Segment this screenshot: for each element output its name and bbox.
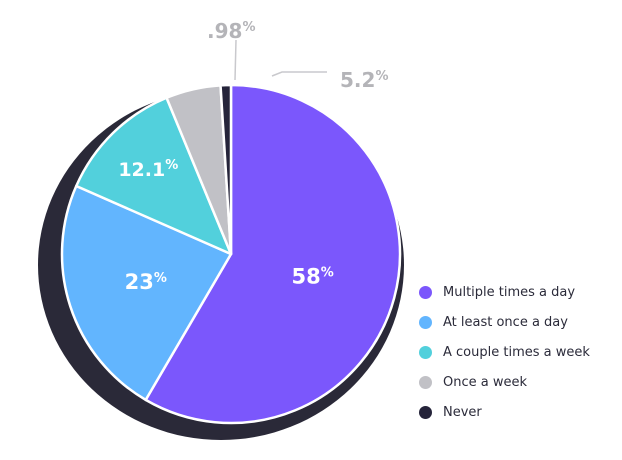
legend-item: Once a week: [419, 367, 590, 397]
legend-swatch-icon: [419, 375, 432, 389]
pie-slice: [144, 83, 402, 425]
legend-label: Once a week: [443, 374, 528, 390]
legend-swatch-icon: [419, 345, 432, 359]
slice-label: 58%: [291, 265, 333, 289]
slice-label: .98%: [207, 19, 255, 43]
leader-line: [271, 71, 327, 77]
legend-swatch-icon: [419, 315, 432, 329]
pie-slice: [219, 83, 233, 256]
legend-item: A couple times a week: [419, 337, 590, 367]
legend-swatch-icon: [419, 285, 432, 299]
legend-swatch-icon: [419, 405, 432, 419]
slice-label: 23%: [125, 270, 167, 294]
legend-label: A couple times a week: [443, 344, 590, 360]
legend-item: At least once a day: [419, 307, 590, 337]
slice-label: 12.1%: [118, 158, 178, 181]
legend-label: Multiple times a day: [443, 284, 576, 300]
slice-label: 5.2%: [340, 68, 388, 92]
legend-item: Never: [419, 397, 590, 427]
pie-slice: [60, 184, 233, 402]
pie-slice: [75, 96, 233, 256]
legend-label: At least once a day: [443, 314, 568, 330]
legend: Multiple times a day At least once a day…: [419, 277, 590, 427]
legend-label: Never: [443, 404, 482, 420]
leader-line: [234, 39, 237, 81]
legend-item: Multiple times a day: [419, 277, 590, 307]
